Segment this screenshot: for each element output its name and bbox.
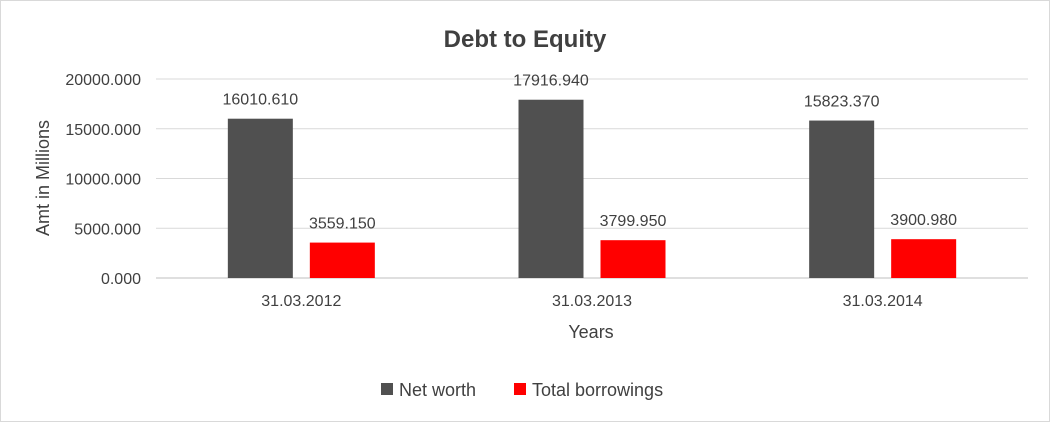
data-label: 3559.150: [309, 216, 376, 233]
legend-label: Total borrowings: [532, 380, 663, 400]
bars: [227, 99, 957, 279]
y-axis-title: Amt in Millions: [33, 120, 53, 236]
bar-total-borrowings: [600, 240, 666, 278]
y-tick-label: 20000.000: [65, 72, 141, 89]
data-label: 3799.950: [600, 213, 667, 230]
bar-total-borrowings: [891, 239, 957, 278]
bar-total-borrowings: [309, 242, 375, 278]
data-label: 16010.610: [223, 92, 299, 109]
data-labels: 16010.610 3559.150 17916.940 3799.950 15823.…: [223, 73, 958, 233]
bar-net-worth: [227, 118, 293, 278]
x-tick-label: 31.03.2013: [552, 293, 632, 310]
y-tick-label: 10000.000: [65, 172, 141, 189]
y-axis-ticks: 0.000 5000.000 10000.000 15000.000 20000.000: [65, 72, 141, 288]
bar-net-worth: [809, 120, 875, 279]
x-tick-label: 31.03.2012: [261, 293, 341, 310]
legend-swatch: [381, 383, 393, 395]
data-label: 15823.370: [804, 94, 880, 111]
data-label: 17916.940: [513, 73, 589, 90]
legend-label: Net worth: [399, 380, 476, 400]
x-axis-title: Years: [568, 322, 613, 342]
bar-net-worth: [518, 99, 584, 279]
legend-swatch: [514, 383, 526, 395]
x-tick-label: 31.03.2014: [843, 293, 923, 310]
legend: Net worth Total borrowings: [381, 380, 663, 400]
chart-title: Debt to Equity: [444, 26, 607, 53]
y-tick-label: 5000.000: [74, 221, 141, 238]
y-tick-label: 15000.000: [65, 122, 141, 139]
gridlines: [156, 78, 1028, 279]
x-axis-ticks: 31.03.2012 31.03.2013 31.03.2014: [261, 293, 923, 310]
data-label: 3900.980: [890, 212, 957, 229]
y-tick-label: 0.000: [101, 271, 141, 288]
